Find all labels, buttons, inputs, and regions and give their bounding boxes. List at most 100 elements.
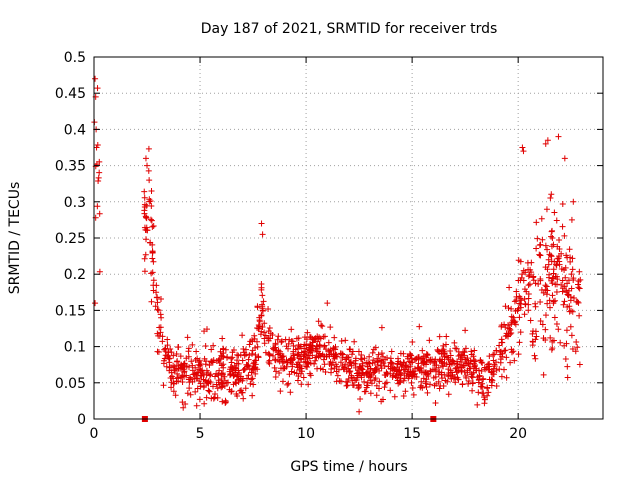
data-point (409, 338, 416, 345)
data-point (233, 373, 240, 380)
data-point (506, 326, 513, 333)
data-point (255, 354, 262, 361)
data-point (439, 375, 446, 382)
data-point (357, 355, 364, 362)
data-point (413, 355, 420, 362)
data-point (426, 357, 433, 364)
data-point (501, 321, 508, 328)
data-point (229, 349, 236, 356)
data-point (186, 379, 193, 386)
data-point (538, 215, 545, 222)
data-point (397, 359, 404, 366)
data-point (346, 368, 353, 375)
data-point (388, 360, 395, 367)
data-point (193, 348, 200, 355)
data-point (265, 306, 272, 313)
data-point-outlier (561, 155, 568, 162)
data-point (447, 352, 454, 359)
data-point (271, 364, 278, 371)
data-point (275, 357, 282, 364)
data-point (290, 352, 297, 359)
data-point (203, 326, 210, 333)
data-point (182, 401, 189, 408)
data-point (537, 241, 544, 248)
data-point (572, 348, 579, 355)
data-point (396, 379, 403, 386)
data-point-outlier (259, 231, 266, 238)
data-point (187, 391, 194, 398)
data-point (303, 350, 310, 357)
data-point (470, 364, 477, 371)
data-point (554, 281, 561, 288)
data-point (154, 299, 161, 306)
data-point (173, 350, 180, 357)
data-point (469, 387, 476, 394)
data-point (219, 370, 226, 377)
data-point (270, 352, 277, 359)
data-point (259, 305, 266, 312)
data-point (415, 365, 422, 372)
data-point (276, 369, 283, 376)
data-point (210, 395, 217, 402)
data-point (302, 356, 309, 363)
data-point (258, 286, 265, 293)
data-point (577, 276, 584, 283)
data-point (337, 359, 344, 366)
data-point (502, 324, 509, 331)
data-point (395, 380, 402, 387)
data-point (496, 342, 503, 349)
data-point (368, 380, 375, 387)
data-point (525, 301, 532, 308)
data-point (154, 348, 161, 355)
y-tick-label: 0.25 (55, 231, 86, 247)
data-point (249, 350, 256, 357)
data-point (503, 374, 510, 381)
data-point-outlier (542, 140, 549, 147)
data-point (498, 348, 505, 355)
data-point (220, 350, 227, 357)
y-tick-label: 0.05 (55, 376, 86, 392)
data-point (434, 346, 441, 353)
data-point (261, 340, 268, 347)
data-point (196, 361, 203, 368)
data-point (170, 352, 177, 359)
data-point (95, 174, 102, 181)
data-point (348, 374, 355, 381)
data-point (555, 326, 562, 333)
data-point (189, 367, 196, 374)
data-point (506, 284, 513, 291)
data-point (453, 345, 460, 352)
data-point (566, 303, 573, 310)
data-point (168, 384, 175, 391)
data-point (475, 389, 482, 396)
data-point (294, 351, 301, 358)
data-point (570, 295, 577, 302)
data-point (449, 371, 456, 378)
data-point (364, 382, 371, 389)
data-point (294, 377, 301, 384)
data-point (168, 369, 175, 376)
data-point (563, 340, 570, 347)
data-point (556, 236, 563, 243)
data-point (558, 250, 565, 257)
data-point (191, 375, 198, 382)
data-point (209, 383, 216, 390)
data-point (432, 399, 439, 406)
data-point (185, 353, 192, 360)
data-point (298, 381, 305, 388)
data-point (374, 362, 381, 369)
data-point (532, 328, 539, 335)
data-point (511, 298, 518, 305)
data-point (341, 366, 348, 373)
data-point (355, 385, 362, 392)
data-point (416, 323, 423, 330)
data-point (481, 394, 488, 401)
data-point (432, 373, 439, 380)
data-point (159, 333, 166, 340)
data-point (345, 375, 352, 382)
data-point (249, 392, 256, 399)
data-point (563, 287, 570, 294)
data-point (287, 389, 294, 396)
data-point (148, 187, 155, 194)
data-point (433, 380, 440, 387)
